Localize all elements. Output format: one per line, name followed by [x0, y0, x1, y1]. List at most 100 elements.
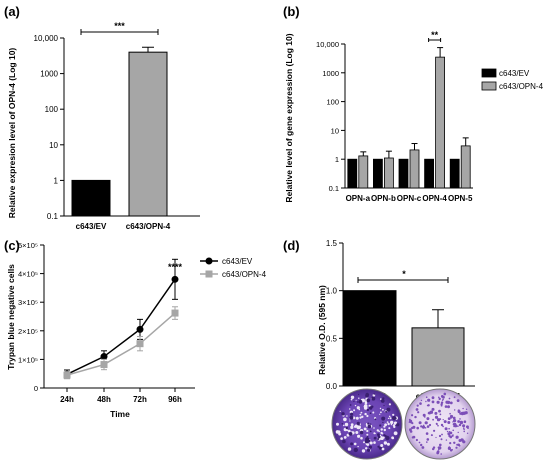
well-speckle — [427, 398, 431, 402]
panel-b-ytick-label: 10,000 — [316, 40, 339, 49]
well-speckle — [369, 406, 373, 410]
well-speckle — [363, 441, 365, 444]
panel-a-ytick-label: 10 — [49, 141, 58, 150]
well-speckle — [452, 434, 454, 436]
well-speckle — [456, 443, 459, 446]
panel-d-ytick-label: 1.0 — [326, 287, 338, 296]
well-speckle — [453, 441, 456, 444]
well-speckle — [455, 435, 459, 439]
well-speckle — [349, 404, 352, 406]
well-speckle — [368, 445, 372, 449]
well-speckle — [388, 403, 391, 406]
well-speckle — [458, 444, 461, 447]
panel-b-ytick-label: 1000 — [322, 69, 339, 78]
well-speckle — [448, 434, 451, 438]
well-speckle — [356, 406, 360, 410]
well-speckle — [353, 400, 355, 403]
well-speckle — [420, 399, 423, 402]
well-speckle — [430, 434, 433, 437]
panel-b-ylabel: Relative level of gene expression (Log 1… — [284, 33, 294, 202]
panel-b-bar — [435, 56, 446, 189]
well-speckle — [434, 411, 438, 415]
well-speckle — [380, 398, 382, 400]
well-speckle — [437, 446, 440, 449]
well-speckle — [457, 410, 461, 414]
well-speckle — [385, 435, 390, 441]
well-speckle — [438, 397, 441, 401]
well-speckle — [346, 415, 348, 417]
well-speckle — [358, 399, 363, 404]
well-speckle — [438, 434, 442, 438]
well-speckle — [373, 432, 376, 435]
well-speckle — [414, 415, 417, 419]
well-speckle — [454, 409, 456, 411]
well-speckle — [381, 447, 385, 451]
well-speckle — [463, 430, 466, 433]
well-speckle — [448, 446, 451, 449]
panel-c-point — [63, 371, 71, 379]
well-speckle — [385, 410, 388, 413]
well-speckle — [453, 396, 456, 399]
well-speckle — [353, 447, 358, 453]
well-speckle — [381, 433, 384, 435]
well-speckle — [355, 416, 359, 420]
well-speckle — [378, 430, 381, 433]
well-speckle — [383, 428, 386, 432]
well-speckle — [444, 427, 448, 431]
well-speckle — [449, 449, 453, 452]
well-speckle — [442, 425, 444, 428]
well-speckle — [425, 396, 428, 399]
well-speckle — [366, 398, 371, 403]
well-speckle — [444, 405, 448, 408]
panel-c-plot: 0 1×10⁵ 2×10⁵ 3×10⁵ 4×10⁵ 5×10⁵ 24h 48h 72h 96h c6… — [18, 241, 267, 404]
well-speckle — [390, 423, 393, 426]
well-speckle — [384, 423, 387, 427]
well-speckle — [453, 419, 457, 423]
well-speckle — [452, 421, 454, 423]
well-speckle — [432, 418, 434, 421]
well-speckle — [393, 421, 398, 425]
well-speckle — [423, 424, 425, 426]
well-speckle — [457, 431, 459, 434]
well-speckle — [348, 432, 353, 436]
well-speckle — [350, 398, 353, 401]
well-speckle — [436, 400, 440, 404]
well-speckle — [379, 407, 382, 410]
well-speckle — [349, 415, 354, 420]
well-speckle — [369, 412, 372, 415]
well-speckle — [382, 408, 384, 411]
well-speckle — [357, 445, 359, 448]
well-speckle — [432, 446, 436, 449]
panel-b-bar — [347, 158, 358, 189]
well-speckle — [351, 411, 353, 413]
well-speckle — [338, 430, 340, 432]
panel-c-point — [100, 353, 108, 361]
well-speckle — [417, 411, 420, 414]
panel-b-bar — [424, 158, 435, 189]
well-speckle — [416, 426, 420, 430]
well-speckle — [436, 423, 438, 426]
panel-c-legend-label: c643/OPN-4 — [222, 270, 267, 279]
panel-b-ytick-label: 0.1 — [329, 184, 339, 193]
well-speckle — [372, 411, 375, 414]
panel-a-category-label: c643/EV — [76, 222, 107, 231]
well-speckle — [426, 441, 428, 443]
well-speckle — [439, 413, 442, 416]
well-speckle — [450, 416, 453, 418]
well-speckle — [371, 396, 376, 401]
panel-b-bar — [383, 157, 394, 189]
well-speckle — [360, 411, 363, 414]
well-speckle — [456, 399, 460, 402]
well-speckle — [350, 423, 354, 427]
well-speckle — [437, 424, 439, 427]
well-speckle — [384, 435, 386, 437]
well-speckle — [426, 438, 430, 441]
well-speckle — [380, 399, 385, 403]
panel-b-category-label: OPN-c — [397, 194, 422, 203]
well-speckle — [341, 423, 344, 425]
well-speckle — [449, 412, 451, 415]
well-speckle — [436, 418, 441, 422]
panel-c-xlabel: Time — [110, 409, 130, 419]
panel-c-ytick-label: 1×10⁵ — [18, 355, 38, 364]
panel-a-ytick-label: 1000 — [40, 70, 58, 79]
